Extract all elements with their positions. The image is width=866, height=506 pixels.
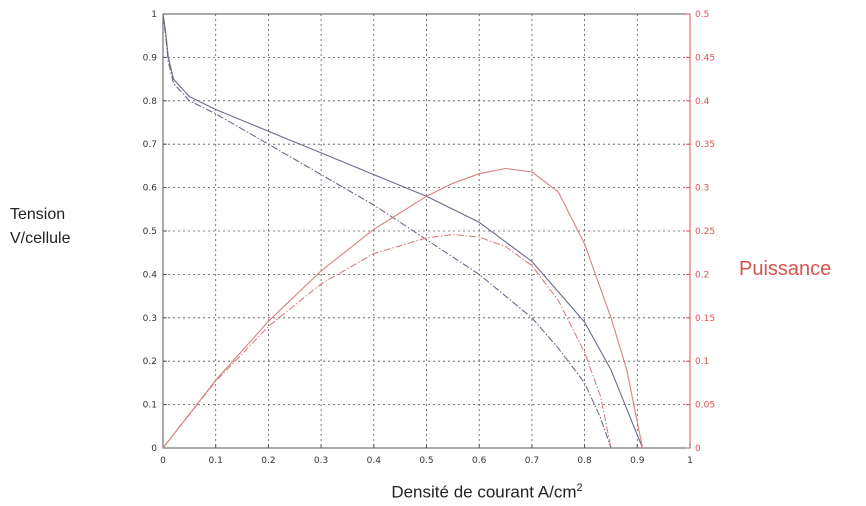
x-tick-label: 0.8 xyxy=(577,456,592,466)
x-tick-label: 0.1 xyxy=(209,456,223,466)
y-right-tick-label: 0.3 xyxy=(695,184,709,194)
y-right-tick-label: 0.1 xyxy=(695,357,709,367)
y-left-tick-label: 0.3 xyxy=(143,314,157,324)
x-tick-label: 0.7 xyxy=(525,456,539,466)
y-left-tick-label: 0.7 xyxy=(143,140,157,150)
voltage-curve-dashdot xyxy=(162,13,612,449)
y-left-tick-label: 1 xyxy=(151,10,157,20)
x-tick-label: 0.9 xyxy=(630,456,645,466)
tick-labels: 0 0.1 0.2 0.3 0.4 0.5 0.6 0.7 0.8 0.9 100.10.20.30… xyxy=(143,10,715,466)
y-left-tick-label: 0 xyxy=(151,444,157,454)
y-axis-left-label-line1: Tension xyxy=(10,206,66,223)
power-curve-dashdot xyxy=(162,233,612,449)
y-right-tick-label: 0.35 xyxy=(695,140,715,150)
y-left-tick-label: 0.2 xyxy=(143,357,157,367)
y-left-tick-label: 0.5 xyxy=(143,227,157,237)
y-right-tick-label: 0 xyxy=(695,444,701,454)
series-group xyxy=(162,13,644,449)
y-axis-left-label-line2: V/cellule xyxy=(10,230,71,247)
x-tick-label: 1 xyxy=(687,456,693,466)
y-right-tick-label: 0.45 xyxy=(695,53,715,63)
power-curve-solid xyxy=(162,167,644,449)
y-left-tick-label: 0.9 xyxy=(143,53,158,63)
y-right-tick-label: 0.15 xyxy=(695,314,715,324)
y-left-tick-label: 0.1 xyxy=(143,401,157,411)
y-axis-right-label: Puissance xyxy=(739,258,832,280)
x-axis-label-wrap: Densité de courant A/cm2 xyxy=(0,482,866,503)
grid xyxy=(163,14,690,448)
y-left-tick-label: 0.6 xyxy=(143,184,158,194)
y-right-tick-label: 0.25 xyxy=(695,227,715,237)
x-tick-label: 0.4 xyxy=(367,456,382,466)
x-axis-label: Densité de courant A/cm xyxy=(391,482,577,502)
x-tick-label: 0.5 xyxy=(419,456,433,466)
x-tick-label: 0.3 xyxy=(314,456,328,466)
y-left-tick-label: 0.8 xyxy=(143,97,158,107)
y-right-tick-label: 0.2 xyxy=(695,270,709,280)
x-axis-label-exponent: 2 xyxy=(576,482,583,494)
y-right-tick-label: 0.4 xyxy=(695,97,710,107)
y-right-tick-label: 0.5 xyxy=(695,10,709,20)
x-tick-label: 0.2 xyxy=(261,456,275,466)
x-tick-label: 0.6 xyxy=(472,456,487,466)
y-axis-left-label: Tension V/cellule xyxy=(10,203,70,251)
voltage-curve-solid xyxy=(162,13,644,449)
y-left-tick-label: 0.4 xyxy=(143,270,158,280)
y-right-tick-label: 0.05 xyxy=(695,401,715,411)
x-tick-label: 0 xyxy=(160,456,166,466)
